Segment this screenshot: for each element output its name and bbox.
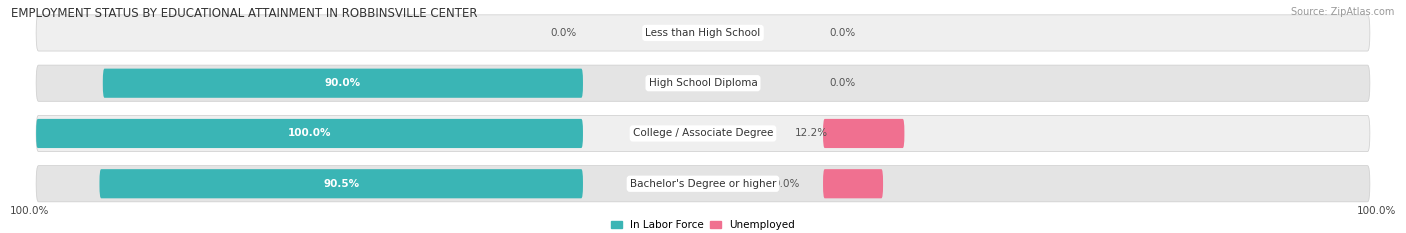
Text: 0.0%: 0.0% — [830, 78, 856, 88]
Text: EMPLOYMENT STATUS BY EDUCATIONAL ATTAINMENT IN ROBBINSVILLE CENTER: EMPLOYMENT STATUS BY EDUCATIONAL ATTAINM… — [11, 7, 478, 20]
FancyBboxPatch shape — [100, 169, 583, 198]
FancyBboxPatch shape — [37, 115, 1369, 152]
Text: 9.0%: 9.0% — [773, 179, 800, 189]
FancyBboxPatch shape — [103, 69, 583, 98]
Text: 0.0%: 0.0% — [830, 28, 856, 38]
FancyBboxPatch shape — [37, 15, 1369, 51]
Text: 100.0%: 100.0% — [10, 206, 49, 216]
Text: High School Diploma: High School Diploma — [648, 78, 758, 88]
Legend: In Labor Force, Unemployed: In Labor Force, Unemployed — [607, 216, 799, 233]
FancyBboxPatch shape — [823, 119, 904, 148]
Text: 100.0%: 100.0% — [1357, 206, 1396, 216]
Text: College / Associate Degree: College / Associate Degree — [633, 128, 773, 138]
Text: 0.0%: 0.0% — [550, 28, 576, 38]
FancyBboxPatch shape — [37, 119, 583, 148]
Text: Less than High School: Less than High School — [645, 28, 761, 38]
Text: Bachelor's Degree or higher: Bachelor's Degree or higher — [630, 179, 776, 189]
FancyBboxPatch shape — [37, 166, 1369, 202]
Text: 100.0%: 100.0% — [288, 128, 332, 138]
Text: 12.2%: 12.2% — [794, 128, 828, 138]
FancyBboxPatch shape — [823, 169, 883, 198]
Text: Source: ZipAtlas.com: Source: ZipAtlas.com — [1291, 7, 1395, 17]
FancyBboxPatch shape — [37, 65, 1369, 101]
Text: 90.0%: 90.0% — [325, 78, 361, 88]
Text: 90.5%: 90.5% — [323, 179, 360, 189]
